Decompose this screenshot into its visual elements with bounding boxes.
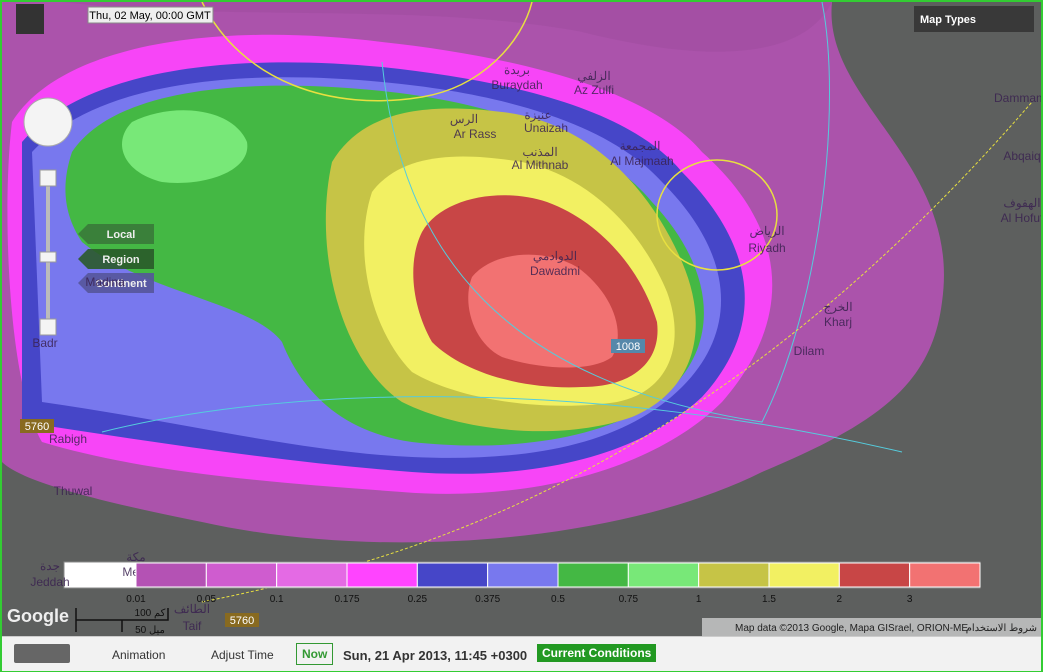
place-label: Rabigh	[49, 432, 87, 446]
play-button[interactable]	[14, 644, 70, 663]
zoom-level-label[interactable]: Continent	[95, 278, 147, 290]
place-label: المجمعة	[620, 139, 661, 153]
timestamp: Thu, 02 May, 00:00 GMT	[89, 10, 211, 22]
zoom-in[interactable]	[39, 169, 57, 187]
place-label: الخرج	[823, 300, 852, 314]
contour-label: 5760	[230, 615, 254, 627]
zoom-level-label[interactable]: Local	[107, 229, 136, 241]
legend-label: 0.5	[551, 594, 565, 605]
place-label: Abqaiq	[1003, 149, 1040, 163]
place-label: Buraydah	[491, 78, 542, 92]
scale-bar	[75, 608, 169, 632]
contour-label: 5760	[25, 421, 49, 433]
adjust-time-button[interactable]: Adjust Time	[211, 648, 274, 662]
legend-label: 0.175	[334, 594, 359, 605]
legend-label: 0.05	[197, 594, 217, 605]
place-label: الهفوف	[1003, 196, 1040, 210]
legend-swatch	[416, 562, 489, 588]
zoom-level-tag[interactable]	[78, 273, 154, 293]
place-label: عنيزة	[524, 108, 551, 122]
place-label: الزلفي	[577, 69, 610, 83]
place-label: Al Hofuf	[1001, 211, 1041, 225]
now-button[interactable]: Now	[296, 643, 334, 665]
place-label: Dawadmi	[530, 264, 580, 278]
place-label: Jeddah	[30, 575, 69, 589]
zoom-level-tag[interactable]	[78, 249, 154, 269]
place-label: المذنب	[522, 145, 557, 159]
legend-label: 2	[837, 594, 843, 605]
current-conditions[interactable]: Current Conditions	[537, 644, 657, 662]
place-label: Al Majmaah	[610, 154, 673, 168]
place-label: Thuwal	[54, 484, 93, 498]
legend-label: 3	[907, 594, 913, 605]
legend-label: 1.5	[762, 594, 776, 605]
place-label: Madina	[85, 275, 125, 289]
zoom-level-tag[interactable]	[78, 224, 154, 244]
footer: Animation Adjust Time Now Sun, 21 Apr 20…	[2, 636, 1041, 671]
scale-label: 100 كم	[135, 608, 166, 619]
place-label: مكة	[126, 550, 146, 564]
legend-swatch	[627, 562, 700, 588]
contour-label-box	[20, 419, 54, 433]
map-types-label: Map Types	[920, 14, 976, 26]
legend-label: 1	[696, 594, 702, 605]
legend-swatch	[205, 562, 278, 588]
place-label: جدة	[40, 559, 60, 573]
pan-control[interactable]	[23, 97, 73, 147]
google-logo: Google	[7, 606, 69, 626]
attribution: Map data ©2013 Google, Mapa GISrael, ORI…	[735, 623, 968, 634]
legend-swatch	[838, 562, 911, 588]
animation-button[interactable]: Animation	[112, 648, 166, 662]
place-label: الدوادمي	[533, 249, 577, 263]
contour-label: 1008	[616, 341, 640, 353]
current-time: Sun, 21 Apr 2013, 11:45 +0300	[343, 648, 528, 663]
zoom-slider[interactable]	[39, 251, 57, 263]
place-label: Riyadh	[748, 241, 785, 255]
legend-swatch	[909, 562, 981, 588]
legend-swatch	[346, 562, 418, 588]
place-label: الرياض	[749, 224, 784, 238]
legend-swatch	[768, 562, 840, 588]
map-types-button[interactable]	[914, 6, 1034, 32]
place-label: الرس	[450, 112, 478, 126]
place-label: Kharj	[824, 315, 852, 329]
scale-label: 50 ميل	[135, 625, 165, 636]
place-label: Dilam	[794, 344, 825, 358]
place-label: Dammam	[994, 91, 1041, 105]
zoom-level-label[interactable]: Region	[102, 254, 140, 266]
legend-swatch	[698, 562, 770, 588]
place-label: Badr	[32, 336, 57, 350]
place-label: Ar Rass	[454, 127, 497, 141]
legend-label: 0.01	[126, 594, 146, 605]
legend-swatch	[135, 562, 207, 588]
contour-label-box	[611, 339, 645, 353]
legend-swatch	[487, 562, 559, 588]
legend-label: 0.25	[408, 594, 428, 605]
zoom-out[interactable]	[39, 318, 57, 336]
place-label: بريدة	[504, 63, 530, 77]
place-label: Az Zulfi	[574, 83, 614, 97]
place-label: الطائف	[174, 602, 210, 616]
legend-label: 0.75	[619, 594, 639, 605]
legend-swatch	[276, 562, 348, 588]
legend-label: 0.375	[475, 594, 500, 605]
place-label: Taif	[183, 619, 202, 633]
legend-swatch	[557, 562, 629, 588]
legend-label: 0.1	[270, 594, 284, 605]
place-label: Unaizah	[524, 121, 568, 135]
map: Thu, 02 May, 00:00 GMT Map Types Google …	[2, 2, 1041, 636]
place-label: Al Mithnab	[512, 158, 569, 172]
contour-label-box	[225, 613, 259, 627]
terms-link[interactable]: شروط الاستخدام	[966, 623, 1037, 634]
